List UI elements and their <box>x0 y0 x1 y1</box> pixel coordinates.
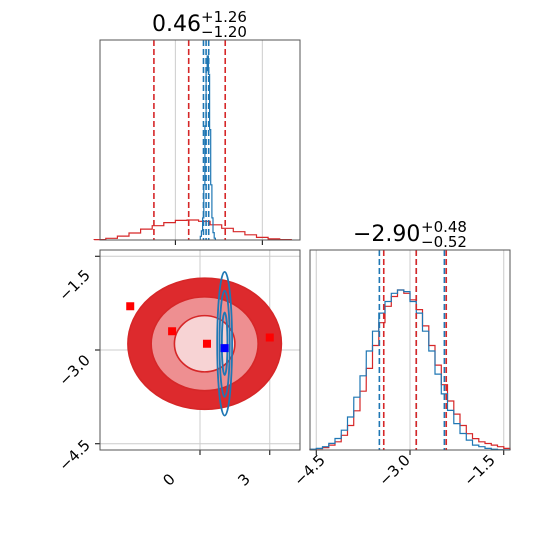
blue-contour-level-0 <box>220 311 229 376</box>
right-x-tick-minus1.5: −1.5 <box>460 451 498 489</box>
red-marker-3 <box>265 333 274 342</box>
blue-contour-level-2 <box>216 270 233 417</box>
top-hist-red <box>93 219 292 241</box>
joint-y-tick-minus1.5: −1.5 <box>55 266 93 304</box>
title-param1: 0.46 +1.26 −1.20 <box>152 8 247 41</box>
joint-frame <box>99 249 301 451</box>
right-hist-blue <box>309 289 511 451</box>
joint-contours <box>126 270 283 417</box>
top-hist-blue <box>199 55 216 240</box>
title-param2-median: −2.90 <box>353 222 420 247</box>
marginal-histogram-param1 <box>93 39 301 245</box>
title-param2-upper: +0.48 <box>421 218 467 236</box>
joint-contour-panel <box>95 249 301 455</box>
top-frame <box>99 39 301 241</box>
joint-y-tick-minus3.0: −3.0 <box>55 351 93 389</box>
right-x-tick-minus3.0: −3.0 <box>375 451 413 489</box>
blue-marker-0 <box>220 344 229 353</box>
red-marker-0 <box>126 302 135 311</box>
joint-x-tick-3: 3 <box>234 470 253 489</box>
title-param1-median: 0.46 <box>152 12 201 37</box>
joint-y-tick-minus4.5: −4.5 <box>55 436 93 474</box>
marginal-histogram-param2 <box>309 249 511 455</box>
red-marker-2 <box>202 339 211 348</box>
blue-contour-level-1 <box>218 289 231 398</box>
title-param1-upper: +1.26 <box>201 8 247 26</box>
right-x-tick-labels: −4.5 −3.0 −1.5 <box>290 451 498 489</box>
red-marker-1 <box>168 327 177 336</box>
title-param2: −2.90 +0.48 −0.52 <box>353 218 467 251</box>
joint-y-tick-labels: −1.5 −3.0 −4.5 <box>55 266 93 474</box>
title-param1-lower: −1.20 <box>201 23 247 41</box>
title-param2-lower: −0.52 <box>421 233 467 251</box>
joint-x-tick-labels: 0 3 <box>159 470 253 489</box>
right-x-tick-minus4.5: −4.5 <box>290 451 328 489</box>
joint-x-tick-0: 0 <box>159 470 178 489</box>
right-frame <box>309 249 511 451</box>
